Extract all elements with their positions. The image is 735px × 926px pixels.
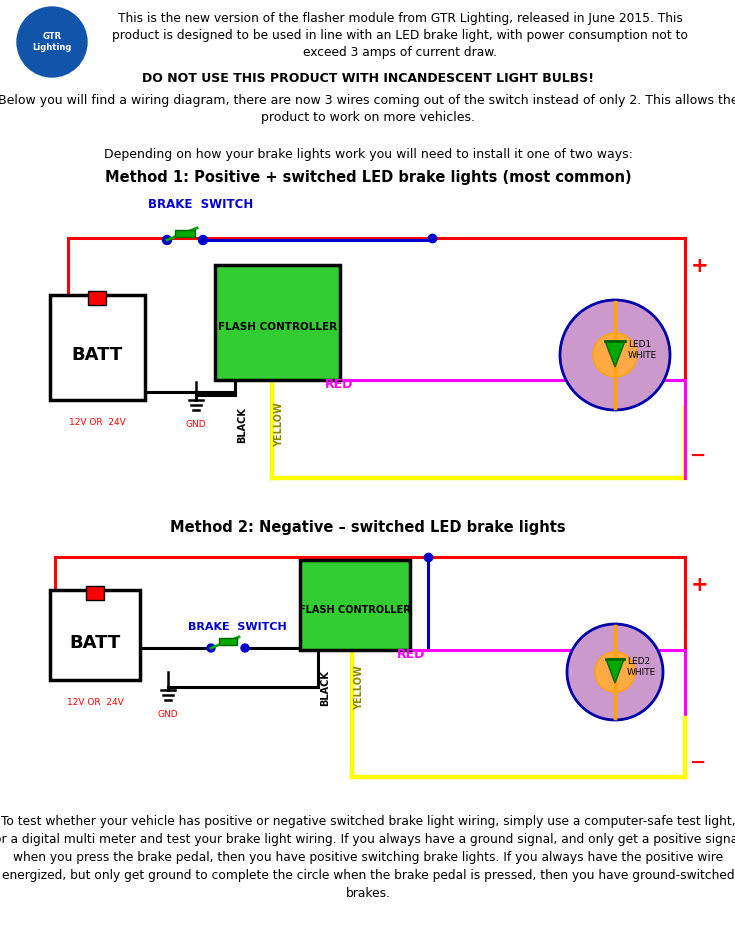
Circle shape <box>207 644 215 652</box>
Bar <box>215 265 340 380</box>
Bar <box>88 291 107 305</box>
Bar <box>175 230 195 237</box>
Text: YELLOW: YELLOW <box>354 666 364 710</box>
Text: BLACK: BLACK <box>237 407 247 443</box>
Text: Below you will find a wiring diagram, there are now 3 wires coming out of the sw: Below you will find a wiring diagram, th… <box>0 94 735 124</box>
Text: This is the new version of the flasher module from GTR Lighting, released in Jun: This is the new version of the flasher m… <box>112 12 688 59</box>
Text: GTR
Lighting: GTR Lighting <box>32 32 72 52</box>
Text: FLASH CONTROLLER: FLASH CONTROLLER <box>218 322 337 332</box>
Text: BLACK: BLACK <box>320 670 330 706</box>
Text: BRAKE  SWITCH: BRAKE SWITCH <box>188 622 287 632</box>
Circle shape <box>17 7 87 77</box>
Bar <box>86 586 104 600</box>
Text: BATT: BATT <box>69 634 121 652</box>
Text: GND: GND <box>186 420 207 429</box>
Bar <box>300 560 410 650</box>
Text: LED1
WHITE: LED1 WHITE <box>628 340 657 359</box>
Text: BRAKE  SWITCH: BRAKE SWITCH <box>148 198 254 211</box>
Circle shape <box>198 235 207 244</box>
Text: +: + <box>691 575 709 595</box>
Circle shape <box>567 624 663 720</box>
Bar <box>50 590 140 680</box>
Bar <box>50 295 145 400</box>
Text: FLASH CONTROLLER: FLASH CONTROLLER <box>299 605 411 615</box>
Text: DO NOT USE THIS PRODUCT WITH INCANDESCENT LIGHT BULBS!: DO NOT USE THIS PRODUCT WITH INCANDESCEN… <box>142 72 594 85</box>
Text: RED: RED <box>325 379 354 392</box>
Text: −: − <box>690 753 706 771</box>
Text: BATT: BATT <box>72 346 123 365</box>
Text: YELLOW: YELLOW <box>274 403 284 447</box>
Bar <box>219 638 237 645</box>
Polygon shape <box>606 659 624 683</box>
Circle shape <box>593 333 637 377</box>
Text: Depending on how your brake lights work you will need to install it one of two w: Depending on how your brake lights work … <box>104 148 632 161</box>
Text: Method 2: Negative – switched LED brake lights: Method 2: Negative – switched LED brake … <box>171 520 566 535</box>
Text: To test whether your vehicle has positive or negative switched brake light wirin: To test whether your vehicle has positiv… <box>0 815 735 900</box>
Text: −: − <box>690 445 706 465</box>
Text: +: + <box>691 256 709 276</box>
Text: 12V OR  24V: 12V OR 24V <box>69 418 126 427</box>
Circle shape <box>595 652 635 692</box>
Text: RED: RED <box>397 648 426 661</box>
Text: 12V OR  24V: 12V OR 24V <box>67 698 123 707</box>
Circle shape <box>162 235 171 244</box>
Circle shape <box>241 644 249 652</box>
Circle shape <box>560 300 670 410</box>
Text: GND: GND <box>158 710 179 719</box>
Text: Method 1: Positive + switched LED brake lights (most common): Method 1: Positive + switched LED brake … <box>104 170 631 185</box>
Polygon shape <box>605 341 625 367</box>
Text: LED2
WHITE: LED2 WHITE <box>627 657 656 677</box>
